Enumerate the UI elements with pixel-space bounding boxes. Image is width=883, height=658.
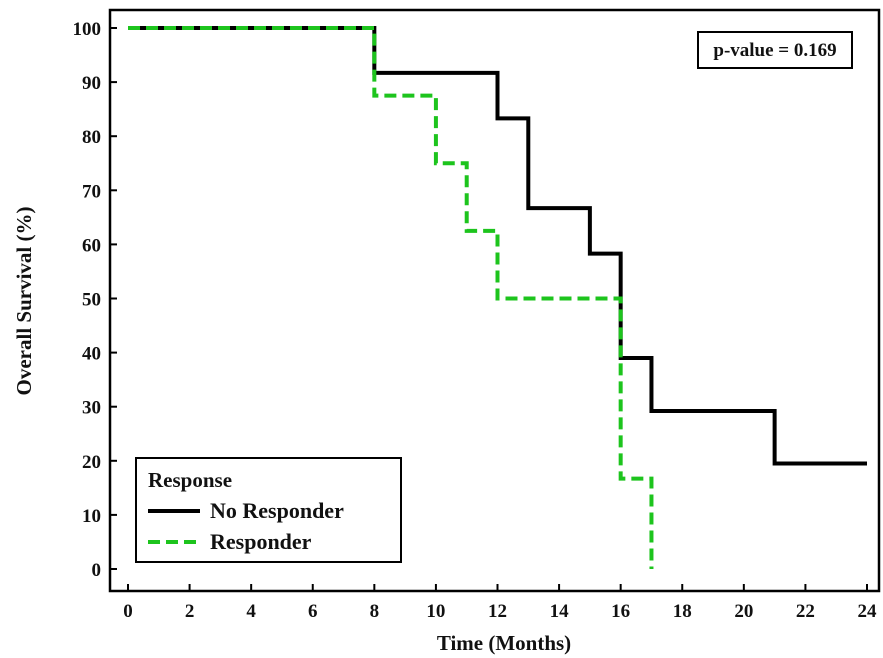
y-tick-label: 40	[82, 344, 101, 365]
x-tick-label: 20	[734, 601, 753, 622]
x-tick-label: 18	[673, 601, 692, 622]
y-tick-label: 80	[82, 127, 101, 148]
y-tick-label: 90	[82, 73, 101, 94]
series-line-no-responder	[128, 26, 867, 466]
plot-frame	[108, 8, 881, 593]
x-tick-label: 24	[858, 601, 878, 622]
y-tick-label: 50	[82, 290, 101, 311]
y-tick-label: 60	[82, 235, 101, 256]
x-tick-label: 8	[370, 601, 380, 622]
x-axis-title: Time (Months)	[437, 631, 571, 655]
p-value-box: p-value = 0.169	[697, 31, 853, 69]
legend: Response No Responder Responder	[135, 457, 402, 563]
y-axis-title: Overall Survival (%)	[12, 207, 36, 396]
y-tick-label: 20	[82, 452, 101, 473]
x-tick-label: 10	[426, 601, 445, 622]
x-tick-label: 2	[185, 601, 195, 622]
y-tick-label: 100	[73, 19, 102, 40]
x-tick-label: 12	[488, 601, 507, 622]
y-tick-label: 70	[82, 181, 101, 202]
y-tick-label: 10	[82, 506, 101, 527]
legend-label-responder: Responder	[210, 529, 312, 554]
x-tick-label: 16	[611, 601, 630, 622]
p-value-label: p-value = 0.169	[713, 40, 836, 61]
series-line-responder	[128, 26, 654, 569]
y-tick-label: 30	[82, 398, 101, 419]
y-tick-label: 0	[92, 560, 102, 581]
x-tick-label: 6	[308, 601, 318, 622]
x-tick-label: 4	[246, 601, 256, 622]
x-tick-label: 0	[123, 601, 133, 622]
x-tick-label: 14	[550, 601, 570, 622]
x-tick-label: 22	[796, 601, 815, 622]
legend-title: Response	[148, 468, 232, 492]
legend-label-no-responder: No Responder	[210, 498, 344, 523]
